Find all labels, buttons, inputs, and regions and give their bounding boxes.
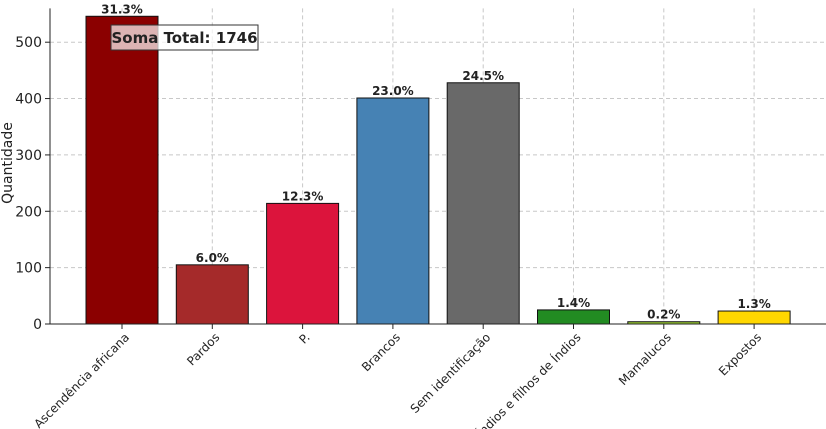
axes <box>45 8 826 329</box>
bars <box>85 15 791 325</box>
y-axis-label: Quantidade <box>0 122 16 204</box>
percent-label: 31.3% <box>101 2 143 16</box>
x-category-labels: Ascendência africana Pardos P. Brancos Sem i… <box>31 330 764 429</box>
annotation-text: Soma Total: 1746 <box>111 29 257 47</box>
percent-label: 6.0% <box>196 251 229 265</box>
category-label: Ascendência africana <box>31 330 132 429</box>
y-tick-label: 500 <box>15 35 42 51</box>
y-tick-label: 300 <box>15 148 42 164</box>
category-label: Mamalucos <box>616 330 674 388</box>
bar <box>537 309 610 325</box>
annotation-box <box>110 24 259 51</box>
percent-label: 1.4% <box>557 296 590 310</box>
bar <box>446 82 520 325</box>
percent-label: 12.3% <box>282 189 324 203</box>
category-label: Índios e filhos de Índios <box>473 330 583 429</box>
percent-labels: 31.3% 6.0% 12.3% 23.0% 24.5% 1.4% 0.2% 1.3% <box>101 2 771 321</box>
total-annotation: Soma Total: 1746 <box>110 24 259 51</box>
percent-label: 24.5% <box>462 69 504 83</box>
bar <box>356 97 430 325</box>
bar <box>717 310 791 325</box>
category-label: Pardos <box>184 330 222 368</box>
y-tick-labels: 0 100 200 300 400 500 <box>15 35 42 333</box>
percent-label: 1.3% <box>737 297 770 311</box>
y-tick-label: 400 <box>15 92 42 108</box>
y-tick-label: 100 <box>15 261 42 277</box>
grid <box>50 8 826 324</box>
category-label: Expostos <box>716 330 764 378</box>
category-label: Brancos <box>359 330 403 374</box>
category-label: Sem identificação <box>408 330 494 416</box>
bar <box>175 264 249 325</box>
y-tick-label: 200 <box>15 204 42 220</box>
percent-label: 23.0% <box>372 84 414 98</box>
category-label: P. <box>296 330 312 346</box>
percent-label: 0.2% <box>647 308 680 322</box>
y-tick-label: 0 <box>33 317 42 333</box>
bar <box>266 202 340 325</box>
bar <box>85 15 159 325</box>
